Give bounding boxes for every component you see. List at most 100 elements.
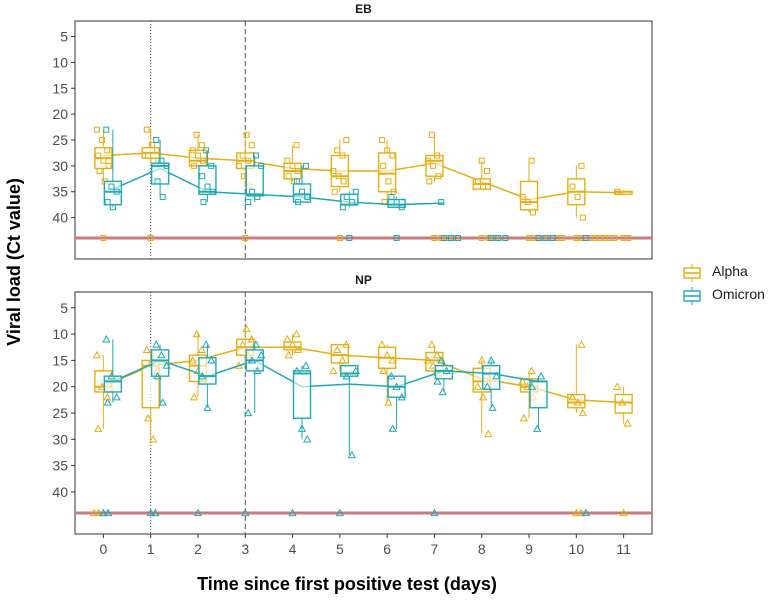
data-point: [293, 345, 302, 354]
legend-key-omicron: [681, 285, 703, 307]
data-point: [93, 126, 100, 133]
data-point: [288, 340, 297, 348]
data-point: [244, 408, 253, 417]
data-point: [200, 157, 207, 164]
x-tick-label: 0: [99, 541, 107, 557]
data-point: [330, 168, 337, 175]
data-point: [477, 356, 486, 364]
data-point: [152, 340, 161, 348]
negative-point: [241, 508, 250, 517]
x-tick-label: 4: [289, 541, 297, 557]
data-point: [94, 424, 103, 432]
data-point: [338, 356, 347, 364]
x-tick-label: 11: [616, 541, 631, 557]
y-tick-label: 15: [52, 352, 68, 368]
data-point: [529, 209, 536, 216]
data-point: [385, 178, 392, 185]
data-point: [340, 178, 347, 185]
negative-point: [242, 235, 249, 241]
data-point: [293, 178, 300, 185]
data-point: [569, 183, 576, 190]
data-point: [389, 152, 396, 159]
legend-item-alpha: Alpha: [681, 262, 748, 284]
data-point: [208, 162, 215, 169]
x-axis: 0 1 2 3 4 5 6 7 8 9 10 11: [99, 534, 631, 557]
data-point: [339, 204, 346, 211]
data-point: [254, 193, 261, 200]
x-tick-label: 10: [569, 541, 585, 557]
negative-point: [99, 508, 108, 517]
y-axis-label: Viral load (Ct value): [4, 178, 24, 346]
negative-point: [582, 235, 589, 241]
data-point: [612, 382, 622, 390]
data-point: [527, 366, 536, 375]
negative-point: [478, 235, 485, 241]
data-point: [253, 366, 262, 375]
data-point: [519, 413, 528, 422]
data-point: [249, 188, 256, 195]
data-point: [251, 340, 261, 348]
data-point: [438, 199, 445, 206]
data-point: [568, 392, 577, 401]
y-tick-label: 30: [52, 158, 68, 174]
data-point: [209, 188, 216, 195]
data-point: [148, 142, 155, 149]
legend-key-alpha: [681, 262, 703, 284]
data-point: [203, 147, 210, 154]
box: [340, 364, 359, 377]
data-point: [292, 329, 301, 338]
data-point: [527, 382, 537, 390]
y-tick-label: 5: [60, 29, 68, 45]
data-point: [238, 340, 247, 348]
series-alpha: [89, 324, 633, 517]
panel-title: NP: [355, 273, 372, 287]
data-point: [283, 335, 292, 343]
data-point: [578, 408, 587, 417]
data-point: [103, 126, 110, 133]
data-point: [393, 199, 400, 206]
data-point: [162, 361, 171, 369]
panel-eb: EB 5 10 15 20 25 30 35 40: [52, 2, 653, 260]
data-point: [92, 350, 102, 359]
negative-point: [495, 235, 502, 241]
data-point: [397, 392, 406, 401]
data-point: [245, 199, 252, 206]
data-point: [95, 152, 102, 159]
data-point: [113, 188, 120, 195]
box: [292, 183, 312, 203]
box: [387, 198, 406, 208]
negative-point: [447, 235, 454, 241]
data-point: [347, 450, 357, 459]
data-point: [518, 377, 527, 385]
data-point: [473, 382, 482, 390]
data-point: [193, 131, 200, 138]
negative-point: [193, 508, 203, 517]
data-point: [438, 387, 447, 396]
negative-point: [393, 235, 400, 241]
y-tick-label: 15: [52, 80, 68, 96]
data-point: [200, 199, 207, 206]
data-point: [343, 193, 350, 200]
y-tick-label: 35: [52, 458, 68, 474]
data-point: [253, 152, 260, 159]
negative-point: [335, 508, 345, 517]
data-point: [294, 168, 301, 175]
negative-point: [488, 235, 495, 241]
data-point: [102, 335, 111, 343]
data-point: [392, 382, 401, 390]
data-point: [428, 131, 435, 138]
data-point: [533, 424, 542, 432]
data-point: [379, 366, 388, 375]
data-point: [159, 193, 166, 200]
data-point: [519, 193, 526, 200]
data-point: [424, 157, 431, 164]
data-point: [143, 413, 153, 422]
data-point: [384, 398, 393, 406]
legend-label-omicron: Omicron: [712, 286, 765, 302]
data-point: [301, 361, 311, 369]
data-point: [574, 193, 581, 200]
data-point: [247, 356, 257, 364]
trend-line: [103, 152, 624, 201]
x-tick-label: 2: [194, 541, 202, 557]
data-point: [239, 152, 246, 159]
